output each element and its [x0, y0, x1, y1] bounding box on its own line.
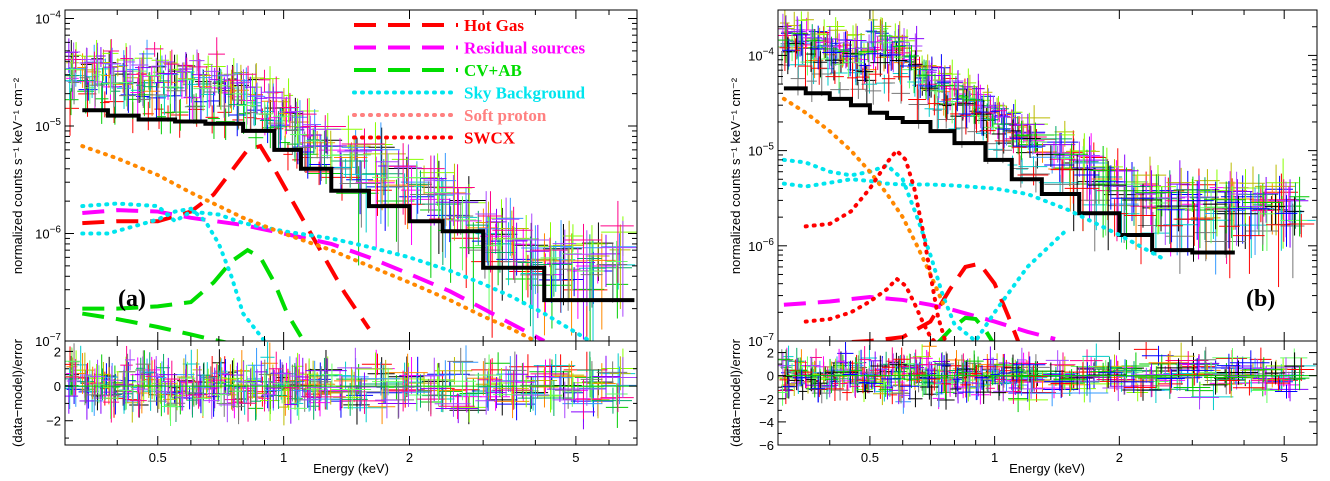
- panel-label-a: (a): [118, 286, 146, 312]
- residual-tick-label: −6: [759, 438, 774, 453]
- model-component: [803, 147, 948, 341]
- plot-frame-bottom-a: [64, 340, 638, 446]
- y-axis-label-bottom-b: (data−model)/error: [728, 338, 743, 447]
- spectrum-data: [65, 37, 634, 283]
- y-tick-label: 10−6: [748, 237, 774, 254]
- spectrum-data: [778, 22, 1310, 250]
- residual-tick-label: 2: [54, 344, 61, 359]
- residual-tick-label: 2: [767, 346, 774, 361]
- residual-tick-label: −4: [759, 415, 774, 430]
- chart-panel-b: 0.5 1 2 5 10−7 10−6 10−5 10−4 −6 −4 −2 0 2 Energy (k…: [728, 9, 1318, 476]
- model-curves-panel-a: [80, 108, 635, 341]
- spectrum-data: [66, 42, 637, 317]
- legend-label: SWCX: [464, 129, 516, 148]
- model-total: [783, 86, 1235, 255]
- model-component: [831, 261, 1021, 341]
- residual-data: [782, 350, 1298, 403]
- y-axis-label-top-b: normalized counts s⁻¹ keV⁻¹ cm⁻²: [728, 77, 743, 274]
- x-tick-label: 2: [1116, 450, 1123, 465]
- spectrum-data: [65, 57, 628, 318]
- data-points-panel-b: [778, 10, 1316, 288]
- model-curves-panel-b: [781, 86, 1235, 341]
- chart-panel-a: 0.5 1 2 510−710−610−510−4−202 Energy (keV) …: [10, 9, 638, 476]
- x-tick-label: 5: [572, 450, 579, 465]
- x-tick-label: 0.5: [149, 450, 167, 465]
- legend-label: Sky Background: [464, 84, 586, 103]
- x-tick-label: 1: [991, 450, 998, 465]
- spectrum-data: [65, 63, 633, 327]
- data-points-panel-a: [65, 37, 637, 341]
- model-component: [781, 157, 1070, 341]
- residual-data: [780, 356, 1304, 414]
- model-component: [783, 294, 1056, 341]
- model-component: [82, 208, 546, 341]
- tick-marks-panel-a: [64, 10, 637, 445]
- y-tick-label: 10−4: [748, 46, 774, 63]
- residual-tick-label: 0: [767, 369, 774, 384]
- x-tick-label: 1: [280, 450, 287, 465]
- y-tick-label: 10−7: [35, 332, 61, 349]
- model-total: [82, 108, 635, 303]
- x-tick-label: 0.5: [861, 450, 879, 465]
- y-axis-label-bottom-a: (data−model)/error: [10, 338, 25, 447]
- legend-label: Residual sources: [464, 39, 585, 58]
- y-tick-label: 10−5: [748, 142, 774, 159]
- y-tick-label: 10−5: [35, 117, 61, 134]
- model-component: [781, 96, 945, 306]
- plot-frame-bottom-b: [777, 340, 1318, 446]
- tick-labels-panel-b: 0.5 1 2 5 10−7 10−6 10−5 10−4 −6 −4 −2 0 2: [748, 46, 1288, 465]
- residuals-panel-b: [778, 342, 1317, 414]
- x-axis-label-a: Energy (keV): [313, 461, 389, 476]
- residual-tick-label: 0: [54, 379, 61, 394]
- y-tick-label: 10−4: [35, 10, 61, 27]
- tick-labels-panel-a: 0.5 1 2 5 10−7 10−6 10−5 10−4 −2 0 2: [35, 10, 579, 465]
- y-axis-label-top-a: normalized counts s⁻¹ keV⁻¹ cm⁻²: [10, 77, 25, 274]
- legend-label: Soft proton: [464, 106, 547, 125]
- tick-marks-panel-b: [777, 10, 1317, 446]
- y-tick-label: 10−6: [35, 225, 61, 242]
- spectrum-data: [782, 21, 1298, 249]
- legend: Hot Gas Residual sources CV+AB Sky Backgrou…: [352, 16, 586, 148]
- x-tick-label: 5: [1281, 450, 1288, 465]
- model-component: [803, 276, 937, 341]
- legend-label: CV+AB: [464, 61, 522, 80]
- y-tick-label: 10−7: [748, 332, 774, 349]
- residual-tick-label: −2: [759, 392, 774, 407]
- model-component: [80, 206, 267, 341]
- legend-label: Hot Gas: [464, 16, 524, 35]
- model-component: [936, 315, 995, 341]
- model-component: [80, 144, 538, 341]
- residual-tick-label: −2: [46, 414, 61, 429]
- x-tick-label: 2: [406, 450, 413, 465]
- residuals-panel-a: [65, 342, 637, 430]
- panel-label-b: (b): [1246, 286, 1275, 312]
- x-axis-label-b: Energy (keV): [1009, 461, 1085, 476]
- model-component: [781, 177, 1169, 263]
- model-component: [82, 247, 303, 338]
- spectrum-data: [779, 32, 1315, 288]
